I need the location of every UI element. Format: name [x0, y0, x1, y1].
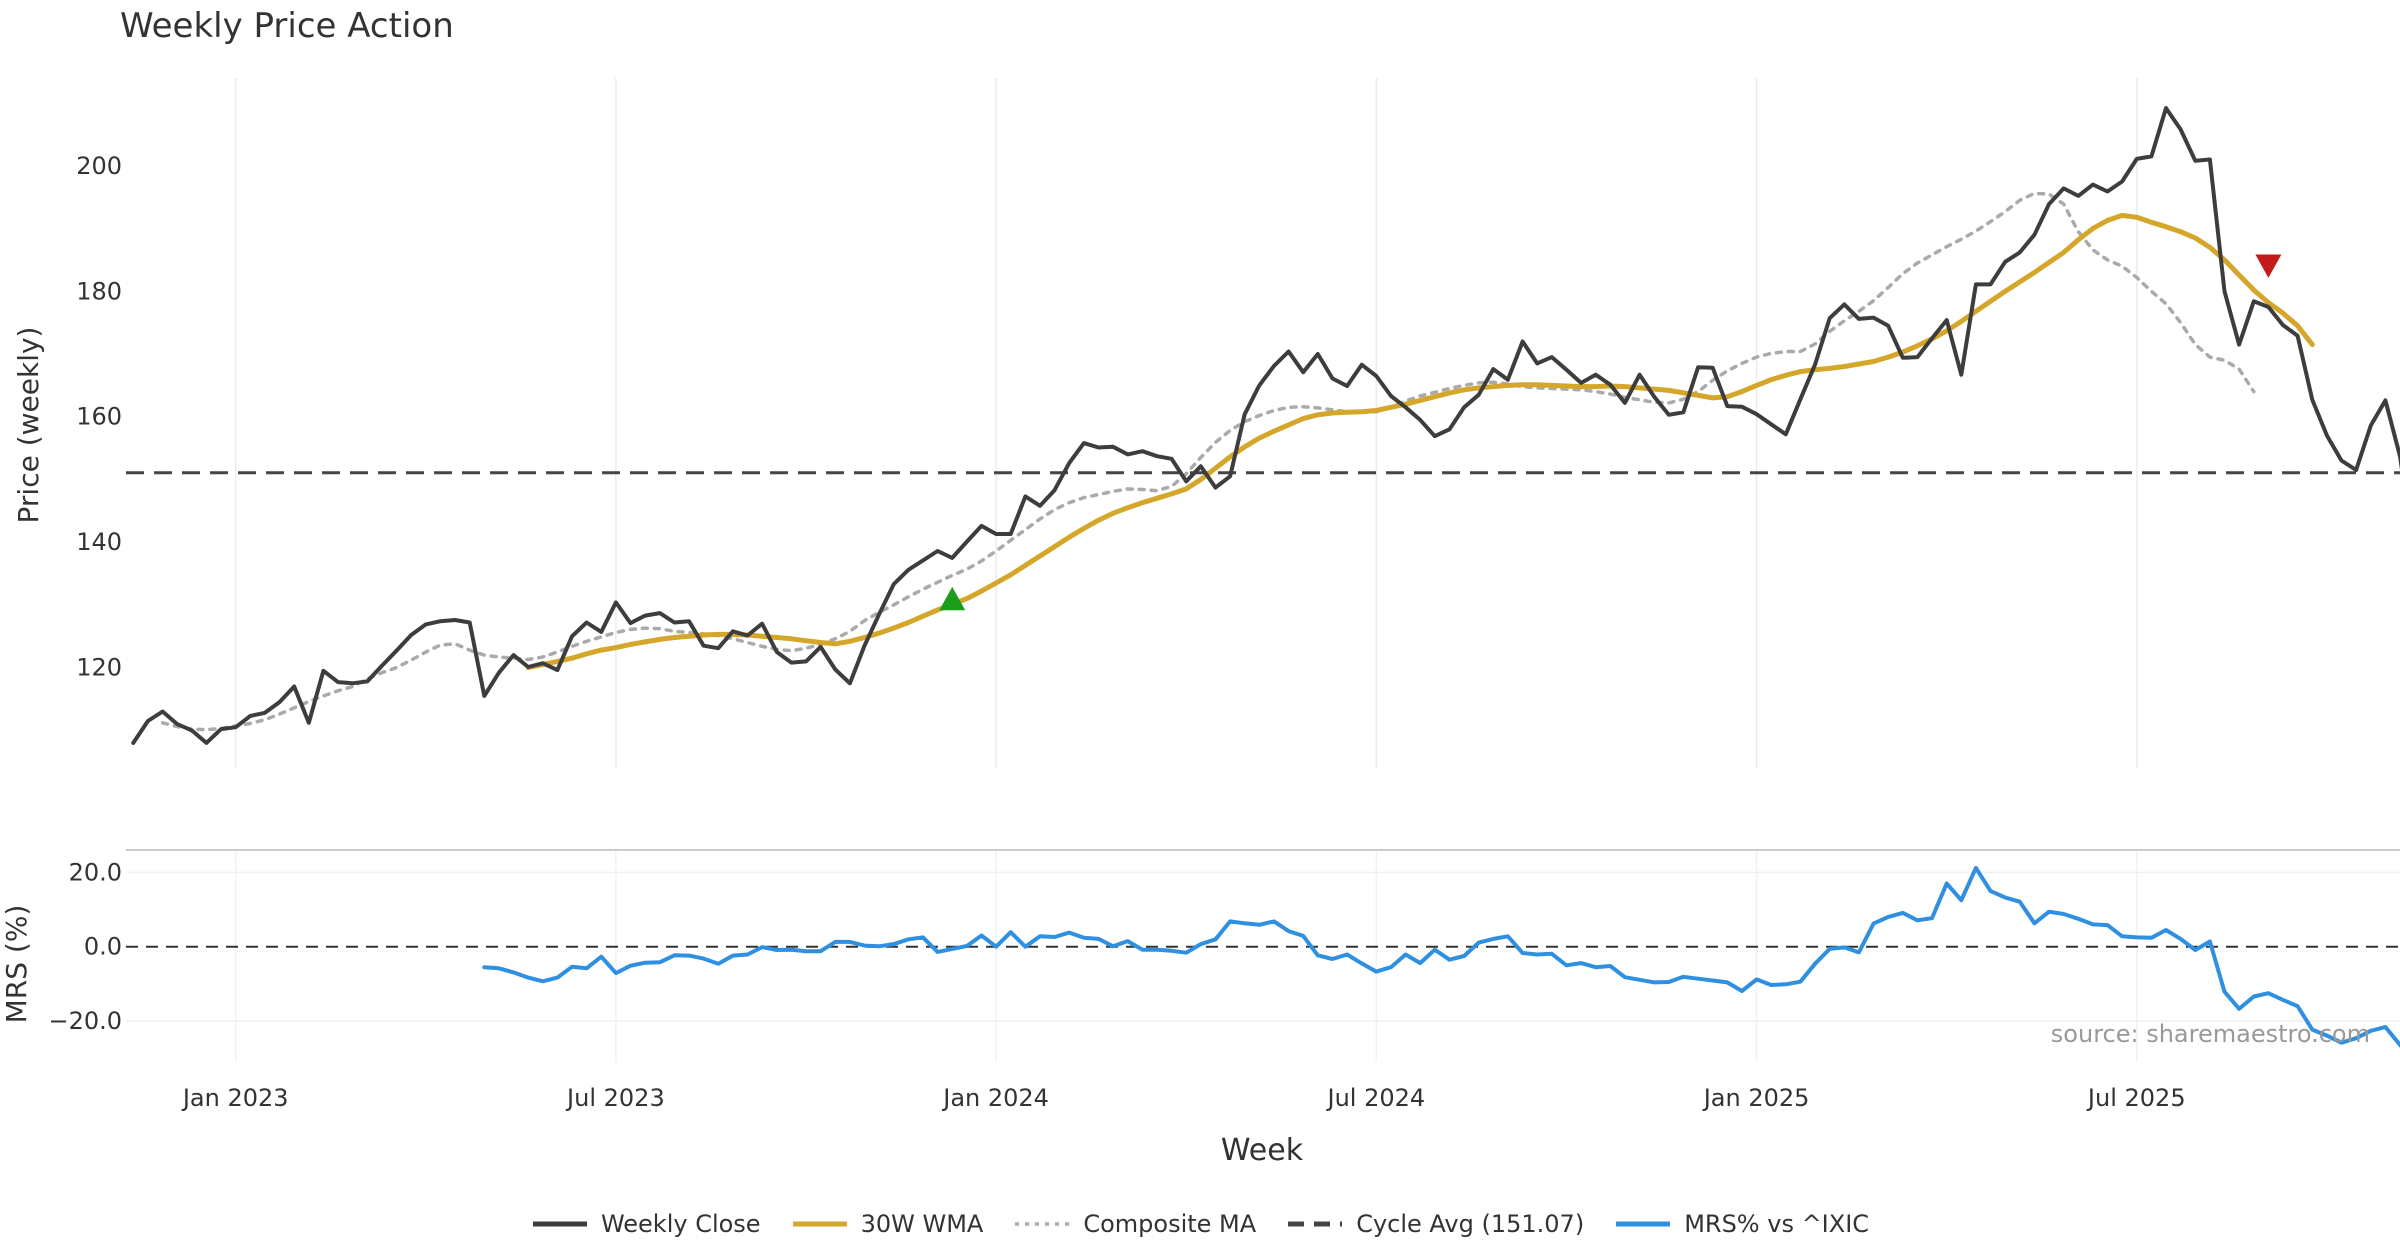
legend-label: 30W WMA: [860, 1210, 984, 1238]
series-mrs-vs-ixic: [482, 865, 2400, 1048]
axes: Jan 2023 Jul 2023 Jan 2024 Jul 2024 Jan 2025…: [48, 152, 2185, 1112]
y-axis-label-mrs: MRS (%): [0, 905, 33, 1024]
chart-title: Weekly Price Action: [120, 6, 454, 46]
y-tick-label-price: 180: [76, 277, 122, 305]
buy-signal-marker: [939, 586, 966, 611]
price-plot: [126, 106, 2400, 745]
series-composite-ma: [160, 191, 2256, 732]
y-tick-label-mrs: −20.0: [48, 1007, 122, 1035]
legend-swatch: [1288, 1221, 1343, 1227]
mrs-plot: [126, 865, 2400, 1048]
main-grid: [234, 78, 2138, 768]
x-tick-label: Jul 2023: [565, 1084, 665, 1112]
legend-swatch: [792, 1221, 847, 1227]
legend-label: MRS% vs ^IXIC: [1684, 1210, 1870, 1238]
legend-swatch: [1015, 1222, 1070, 1226]
legend-swatch: [532, 1221, 587, 1227]
series-30w-wma: [525, 212, 2315, 671]
legend-item: MRS% vs ^IXIC: [1614, 1210, 1869, 1238]
y-tick-label-price: 120: [76, 654, 122, 682]
x-tick-label: Jul 2024: [1325, 1084, 1425, 1112]
legend: Weekly Close 30W WMA Composite MA Cycle Avg…: [0, 1210, 2400, 1238]
legend-item: Weekly Close: [531, 1210, 761, 1238]
y-tick-label-price: 160: [76, 403, 122, 431]
legend-item: Cycle Avg (151.07): [1286, 1210, 1584, 1238]
signal-markers: [939, 254, 2282, 611]
mrs-grid: [126, 849, 2400, 1062]
x-tick-label: Jan 2023: [181, 1084, 289, 1112]
legend-label: Weekly Close: [600, 1210, 761, 1238]
y-tick-label-price: 140: [76, 528, 122, 556]
series-weekly-close: [131, 106, 2400, 745]
x-axis-label: Week: [1221, 1133, 1304, 1168]
y-tick-label-price: 200: [76, 152, 122, 180]
legend-label: Cycle Avg (151.07): [1356, 1210, 1585, 1238]
legend-item: 30W WMA: [791, 1210, 984, 1238]
source-note: source: sharemaestro.com: [2050, 1020, 2370, 1048]
x-tick-label: Jan 2024: [941, 1084, 1049, 1112]
legend-swatch: [1616, 1221, 1671, 1227]
y-tick-label-mrs: 0.0: [84, 933, 122, 961]
y-axis-label-price: Price (weekly): [12, 327, 45, 524]
y-tick-label-mrs: 20.0: [69, 858, 122, 886]
x-tick-label: Jan 2025: [1702, 1084, 1810, 1112]
sell-signal-marker: [2255, 254, 2282, 278]
legend-item: Composite MA: [1013, 1210, 1256, 1238]
x-tick-label: Jul 2025: [2086, 1084, 2186, 1112]
legend-label: Composite MA: [1083, 1210, 1257, 1238]
